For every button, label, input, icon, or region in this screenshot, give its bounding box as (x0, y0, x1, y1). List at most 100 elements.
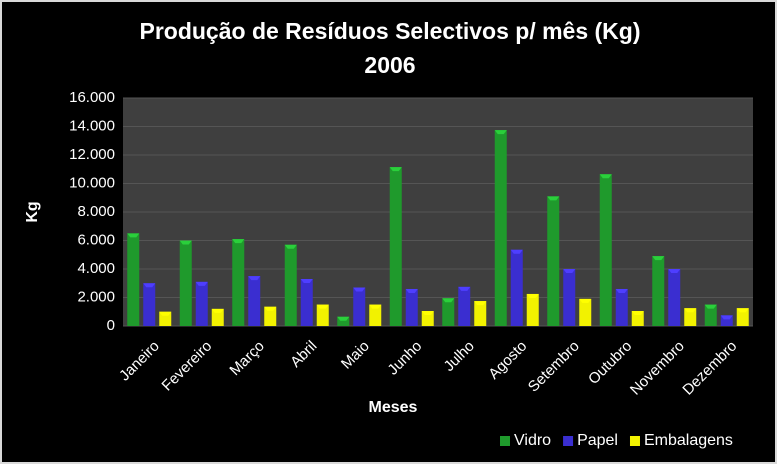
bar (442, 298, 455, 326)
bar (300, 278, 313, 326)
bar-cap (143, 283, 156, 288)
bar (127, 233, 140, 326)
bar-body (353, 287, 366, 326)
bar-cap (405, 288, 418, 293)
bar-body (264, 306, 277, 326)
bar (668, 269, 681, 326)
bar-body (211, 308, 224, 326)
y-axis-label: Kg (24, 201, 41, 222)
bar-body (526, 293, 539, 326)
y-tick-label: 2.000 (77, 288, 115, 305)
legend-swatch (500, 436, 510, 446)
bar (248, 276, 261, 326)
bar-cap (159, 311, 172, 316)
bar (232, 239, 245, 326)
bar (720, 315, 733, 326)
bar-cap (248, 276, 261, 281)
bar-body (389, 167, 402, 326)
bar-body (668, 269, 681, 326)
bar (337, 316, 350, 326)
bar (195, 281, 208, 326)
bar-body (369, 304, 382, 326)
bar-cap (684, 308, 697, 313)
bar-body (704, 304, 717, 326)
chart-title: Produção de Resíduos Selectivos p/ mês (… (139, 18, 640, 44)
bar-body (195, 281, 208, 326)
bar-cap (264, 306, 277, 311)
bar-cap (615, 288, 628, 293)
bar-body (337, 316, 350, 326)
bar-cap (369, 304, 382, 309)
y-tick-label: 14.000 (69, 117, 115, 134)
bar (736, 308, 749, 326)
bar (211, 308, 224, 326)
bar-cap (579, 298, 592, 303)
bar-cap (510, 249, 523, 254)
bar (264, 306, 277, 326)
bar-cap (300, 278, 313, 283)
bar-cap (599, 174, 612, 179)
legend-label: Papel (577, 432, 618, 449)
bar-body (494, 130, 507, 326)
bar-body (547, 196, 560, 326)
bar (405, 288, 418, 326)
bar (599, 174, 612, 326)
bar (474, 301, 487, 326)
bar (547, 196, 560, 326)
bar-cap (704, 304, 717, 309)
bar (458, 286, 471, 326)
bar-body (405, 288, 418, 326)
bar-body (684, 308, 697, 326)
bar-cap (458, 286, 471, 291)
bar (563, 269, 576, 326)
bar-body (442, 298, 455, 326)
bar (369, 304, 382, 326)
bar-body (179, 240, 192, 326)
bar-cap (668, 269, 681, 273)
bar (526, 293, 539, 326)
bar (615, 288, 628, 326)
bar-body (458, 286, 471, 326)
bar (179, 240, 192, 326)
bar-body (300, 278, 313, 326)
y-tick-label: 10.000 (69, 174, 115, 191)
bar (421, 311, 434, 326)
bar-cap (389, 167, 402, 172)
y-tick-label: 8.000 (77, 203, 115, 220)
bar-cap (316, 304, 329, 309)
bar-cap (195, 281, 208, 286)
bar (316, 304, 329, 326)
bar-body (284, 244, 297, 326)
bar-cap (494, 130, 507, 135)
bar-body (232, 239, 245, 326)
bar (284, 244, 297, 326)
bar-body (720, 315, 733, 326)
bar-cap (563, 269, 576, 273)
bar-body (143, 283, 156, 326)
bar-cap (631, 311, 644, 316)
bar-cap (526, 293, 539, 298)
bar (389, 167, 402, 326)
y-tick-label: 4.000 (77, 260, 115, 277)
y-tick-label: 12.000 (69, 146, 115, 163)
bar-body (563, 269, 576, 326)
bar (579, 298, 592, 326)
legend-label: Vidro (514, 432, 551, 449)
legend-swatch (629, 436, 640, 446)
bar-cap (474, 301, 487, 306)
bar-cap (353, 287, 366, 292)
bar-cap (284, 244, 297, 249)
legend-label: Embalagens (644, 432, 733, 449)
bar-cap (421, 311, 434, 316)
y-tick-label: 0 (107, 317, 115, 334)
bar (631, 311, 644, 326)
bar-body (316, 304, 329, 326)
bar (143, 283, 156, 326)
bar (684, 308, 697, 326)
bar-cap (337, 316, 350, 321)
x-axis-label: Meses (369, 399, 418, 416)
bar-body (652, 256, 665, 326)
bar-body (599, 174, 612, 326)
y-tick-label: 16.000 (69, 89, 115, 106)
